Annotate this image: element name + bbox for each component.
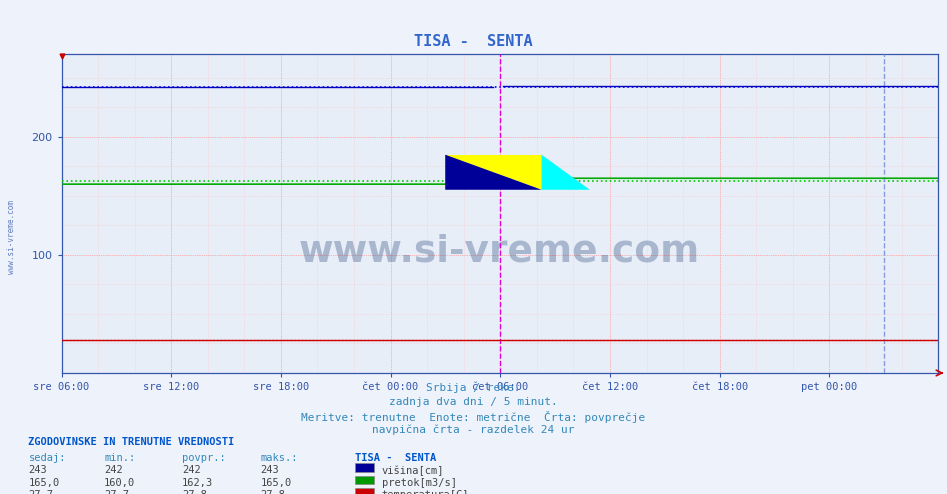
Text: 27,8: 27,8	[182, 490, 206, 494]
Polygon shape	[445, 155, 542, 190]
Text: 165,0: 165,0	[28, 478, 60, 488]
Text: 27,8: 27,8	[260, 490, 285, 494]
Text: 242: 242	[182, 465, 201, 475]
Text: maks.:: maks.:	[260, 453, 298, 463]
Text: Meritve: trenutne  Enote: metrične  Črta: povprečje: Meritve: trenutne Enote: metrične Črta: …	[301, 411, 646, 422]
Text: www.si-vreme.com: www.si-vreme.com	[299, 234, 700, 270]
Text: 27,7: 27,7	[28, 490, 53, 494]
Text: www.si-vreme.com: www.si-vreme.com	[7, 200, 16, 274]
Text: 160,0: 160,0	[104, 478, 135, 488]
Polygon shape	[542, 155, 590, 190]
Text: sedaj:: sedaj:	[28, 453, 66, 463]
Text: 243: 243	[28, 465, 47, 475]
Polygon shape	[445, 155, 542, 190]
Text: ZGODOVINSKE IN TRENUTNE VREDNOSTI: ZGODOVINSKE IN TRENUTNE VREDNOSTI	[28, 437, 235, 447]
Text: zadnja dva dni / 5 minut.: zadnja dva dni / 5 minut.	[389, 397, 558, 407]
Text: 27,7: 27,7	[104, 490, 129, 494]
Text: 243: 243	[260, 465, 279, 475]
Text: 242: 242	[104, 465, 123, 475]
Text: pretok[m3/s]: pretok[m3/s]	[382, 478, 456, 488]
Text: 165,0: 165,0	[260, 478, 292, 488]
Text: min.:: min.:	[104, 453, 135, 463]
Text: TISA -  SENTA: TISA - SENTA	[355, 453, 437, 463]
Text: temperatura[C]: temperatura[C]	[382, 490, 469, 494]
Text: višina[cm]: višina[cm]	[382, 465, 444, 476]
Text: Srbija / reke.: Srbija / reke.	[426, 383, 521, 393]
Text: navpična črta - razdelek 24 ur: navpična črta - razdelek 24 ur	[372, 424, 575, 435]
Text: povpr.:: povpr.:	[182, 453, 225, 463]
Text: TISA -  SENTA: TISA - SENTA	[414, 35, 533, 49]
Text: 162,3: 162,3	[182, 478, 213, 488]
